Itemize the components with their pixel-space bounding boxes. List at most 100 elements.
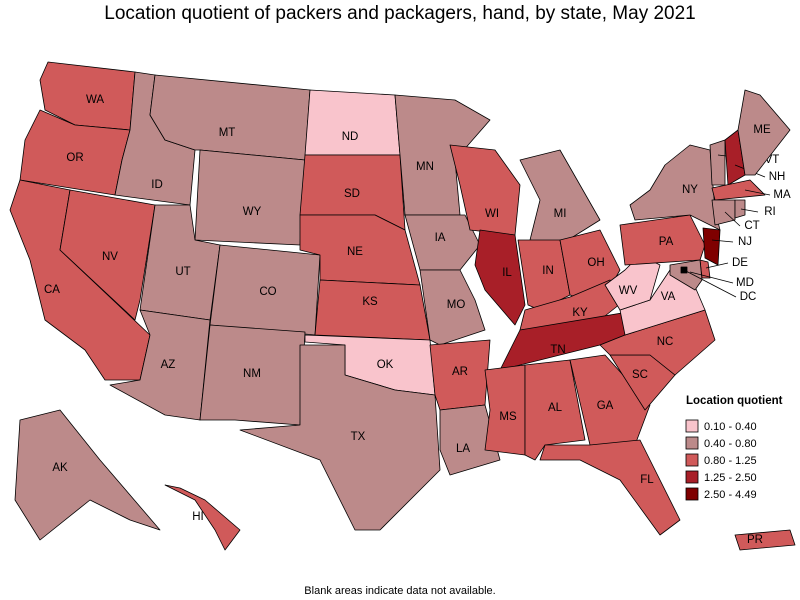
state-label: ND <box>342 131 359 143</box>
state-label: MS <box>499 411 517 423</box>
state-shape <box>539 439 681 536</box>
state-shape <box>484 364 526 456</box>
state-label: OK <box>377 359 394 371</box>
state-label: AL <box>548 402 563 414</box>
state-label: SD <box>344 188 360 200</box>
state-label: OH <box>587 257 604 269</box>
leader-line <box>744 189 771 196</box>
state-label: TN <box>550 344 565 356</box>
state-label: MA <box>773 189 791 201</box>
legend-label: 0.80 - 1.25 <box>704 455 757 467</box>
state-shape <box>109 309 211 421</box>
state-shape <box>734 529 796 551</box>
state-shape <box>569 354 651 446</box>
state-shape <box>711 179 766 201</box>
state-shape <box>404 214 481 271</box>
state-shape <box>619 214 706 266</box>
state-label: WV <box>619 285 638 297</box>
state-label: DC <box>740 291 757 303</box>
state-label: AZ <box>161 359 176 371</box>
state-shape <box>734 199 746 219</box>
state-shape <box>304 89 401 156</box>
leader-line <box>711 239 734 243</box>
leader-line <box>705 262 729 269</box>
state-label: NM <box>243 368 261 380</box>
state-label: ME <box>753 124 771 136</box>
state-label: MT <box>219 127 236 139</box>
state-label: KS <box>362 296 378 308</box>
legend-title: Location quotient <box>686 395 783 407</box>
states: WA OR CA NV ID MT WY UT CO AZ NM ND SD NE KS OK TX MN IA MO… <box>9 61 796 551</box>
state-label: MN <box>416 161 434 173</box>
state-label: WA <box>86 94 104 106</box>
state-label: NY <box>682 184 698 196</box>
state-label: ID <box>151 179 163 191</box>
state-label: SC <box>632 369 648 381</box>
state-shape <box>519 149 601 246</box>
state-label: MD <box>736 277 754 289</box>
state-shape <box>439 404 501 476</box>
state-label: WI <box>485 208 499 220</box>
state-shape <box>164 484 241 551</box>
legend-label: 2.50 - 4.49 <box>704 489 757 501</box>
leader-line <box>683 269 737 298</box>
state-label: MO <box>447 299 466 311</box>
legend-label: 0.10 - 0.40 <box>704 421 757 433</box>
state-label: NH <box>769 171 786 183</box>
state-label: MI <box>554 208 567 220</box>
footnote: Blank areas indicate data not available. <box>304 585 495 597</box>
state-label: KY <box>572 307 588 319</box>
leader-line <box>724 211 741 227</box>
state-shape <box>737 89 791 176</box>
state-label: NE <box>347 246 363 258</box>
state-shape <box>711 199 736 226</box>
state-shape <box>59 189 156 321</box>
map-title: Location quotient of packers and package… <box>104 3 696 24</box>
state-shape <box>604 254 661 311</box>
state-label: FL <box>640 474 654 486</box>
state-label: PA <box>659 236 674 248</box>
state-label: CA <box>44 284 60 296</box>
state-shape <box>239 344 441 531</box>
state-label: UT <box>175 266 190 278</box>
state-label: CT <box>744 220 759 232</box>
legend-label: 0.40 - 0.80 <box>704 438 757 450</box>
state-shape <box>702 227 721 266</box>
state-shape <box>394 94 491 216</box>
state-label: TX <box>351 431 366 443</box>
legend-swatch <box>685 436 699 450</box>
state-label: IA <box>435 232 446 244</box>
state-label: AR <box>452 366 468 378</box>
state-label: AK <box>52 462 68 474</box>
leader-line <box>740 208 759 213</box>
state-label: IN <box>542 265 554 277</box>
state-label: NJ <box>738 236 752 248</box>
state-label: GA <box>597 400 614 412</box>
state-shape <box>199 324 306 426</box>
state-label: VA <box>661 291 676 303</box>
state-shape <box>14 409 161 541</box>
state-shape <box>709 139 726 186</box>
state-label: IL <box>502 267 512 279</box>
state-label: CO <box>259 286 276 298</box>
state-shape <box>194 149 306 246</box>
state-label: NC <box>657 336 674 348</box>
legend-swatch <box>685 453 699 467</box>
state-shape <box>669 259 703 291</box>
legend-label: 1.25 - 2.50 <box>704 472 757 484</box>
state-label: NV <box>102 251 118 263</box>
state-label: WY <box>243 206 262 218</box>
legend-swatch <box>685 470 699 484</box>
state-label: LA <box>456 443 470 455</box>
state-label: PR <box>747 534 763 546</box>
state-shape <box>474 229 526 326</box>
state-label: HI <box>192 511 204 523</box>
legend: Location quotient 0.10 - 0.40 0.40 - 0.80… <box>685 395 783 501</box>
state-label: RI <box>764 206 776 218</box>
legend-swatch <box>685 487 699 501</box>
state-label: DE <box>732 257 748 269</box>
legend-swatch <box>685 419 699 433</box>
state-shape <box>419 269 486 346</box>
